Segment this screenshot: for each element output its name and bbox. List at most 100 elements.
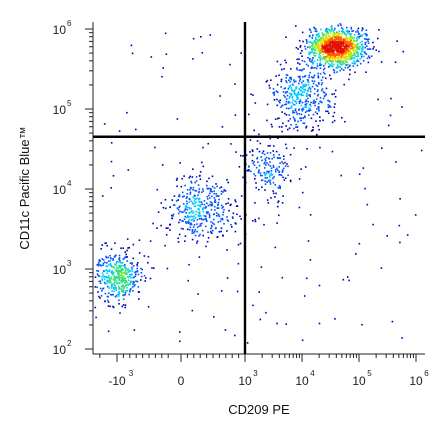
- data-point: [313, 51, 316, 53]
- data-point: [249, 151, 251, 153]
- data-point: [197, 198, 200, 201]
- data-point: [254, 175, 257, 177]
- data-point: [182, 228, 184, 230]
- data-point: [346, 38, 349, 40]
- data-point: [212, 218, 215, 221]
- data-point: [206, 198, 209, 200]
- data-point: [328, 56, 330, 58]
- data-point: [274, 184, 277, 186]
- data-point: [160, 202, 163, 204]
- data-point: [345, 50, 347, 53]
- data-point: [307, 100, 310, 103]
- data-point: [279, 187, 281, 190]
- data-point: [268, 84, 271, 87]
- data-point: [297, 92, 299, 94]
- data-point: [299, 75, 301, 78]
- data-point: [311, 129, 314, 132]
- data-point: [349, 39, 351, 42]
- data-point: [269, 179, 271, 181]
- data-point: [246, 169, 249, 172]
- data-point: [169, 229, 171, 231]
- data-point: [331, 25, 333, 27]
- data-point: [344, 40, 346, 42]
- data-point: [207, 231, 209, 233]
- data-point: [186, 202, 188, 205]
- data-point: [298, 88, 300, 90]
- data-point: [316, 65, 319, 67]
- data-point: [301, 59, 304, 62]
- data-point: [291, 97, 294, 99]
- data-point: [214, 199, 216, 202]
- data-point: [272, 88, 275, 90]
- data-point: [190, 200, 193, 202]
- data-point: [304, 106, 306, 108]
- data-point: [232, 212, 235, 215]
- data-point: [209, 188, 211, 190]
- data-point: [218, 215, 221, 217]
- data-point: [109, 278, 111, 281]
- data-point: [315, 30, 318, 33]
- data-point: [192, 58, 194, 60]
- data-point: [196, 226, 199, 229]
- data-point: [329, 106, 332, 108]
- data-point: [346, 41, 348, 43]
- data-point: [322, 68, 325, 71]
- data-point: [266, 119, 268, 122]
- data-point: [203, 203, 206, 206]
- data-point: [264, 161, 266, 164]
- data-point: [356, 38, 359, 41]
- data-point: [358, 35, 360, 38]
- data-point: [104, 292, 107, 295]
- data-point: [96, 270, 98, 272]
- data-point: [365, 38, 368, 40]
- data-point: [115, 262, 118, 265]
- data-point: [294, 93, 296, 95]
- data-point: [337, 53, 340, 56]
- data-point: [274, 118, 277, 120]
- data-point: [310, 76, 313, 78]
- data-point: [131, 52, 134, 55]
- x-tick-exponent: 5: [367, 369, 372, 378]
- data-point: [197, 184, 200, 186]
- data-point: [269, 145, 271, 147]
- data-point: [123, 275, 125, 278]
- data-point: [130, 44, 133, 47]
- data-point: [140, 275, 143, 278]
- data-point: [104, 242, 106, 245]
- data-point: [332, 54, 335, 56]
- data-point: [264, 173, 266, 175]
- data-point: [274, 196, 276, 198]
- data-point: [359, 62, 362, 65]
- data-point: [218, 231, 221, 233]
- data-point: [320, 39, 322, 41]
- data-point: [311, 80, 314, 82]
- data-point: [348, 279, 350, 282]
- data-point: [202, 218, 205, 221]
- data-point: [193, 224, 196, 226]
- data-point: [123, 294, 126, 296]
- data-point: [160, 224, 162, 227]
- data-point: [332, 40, 334, 43]
- data-point: [339, 36, 341, 39]
- data-point: [179, 205, 181, 208]
- data-point: [339, 51, 341, 54]
- data-point: [312, 34, 314, 36]
- data-point: [316, 108, 318, 110]
- data-point: [329, 56, 331, 58]
- data-point: [354, 46, 357, 48]
- data-point: [275, 90, 278, 92]
- data-point: [304, 101, 307, 103]
- data-point: [276, 104, 279, 107]
- data-point: [124, 292, 127, 294]
- data-point: [187, 221, 189, 223]
- data-point: [377, 37, 379, 40]
- data-point: [319, 101, 322, 103]
- data-point: [150, 56, 153, 58]
- data-point: [136, 267, 138, 270]
- data-point: [325, 56, 328, 59]
- data-point: [256, 157, 258, 160]
- data-point: [329, 39, 331, 41]
- data-point: [109, 260, 112, 262]
- data-point: [299, 100, 301, 102]
- data-point: [177, 199, 180, 201]
